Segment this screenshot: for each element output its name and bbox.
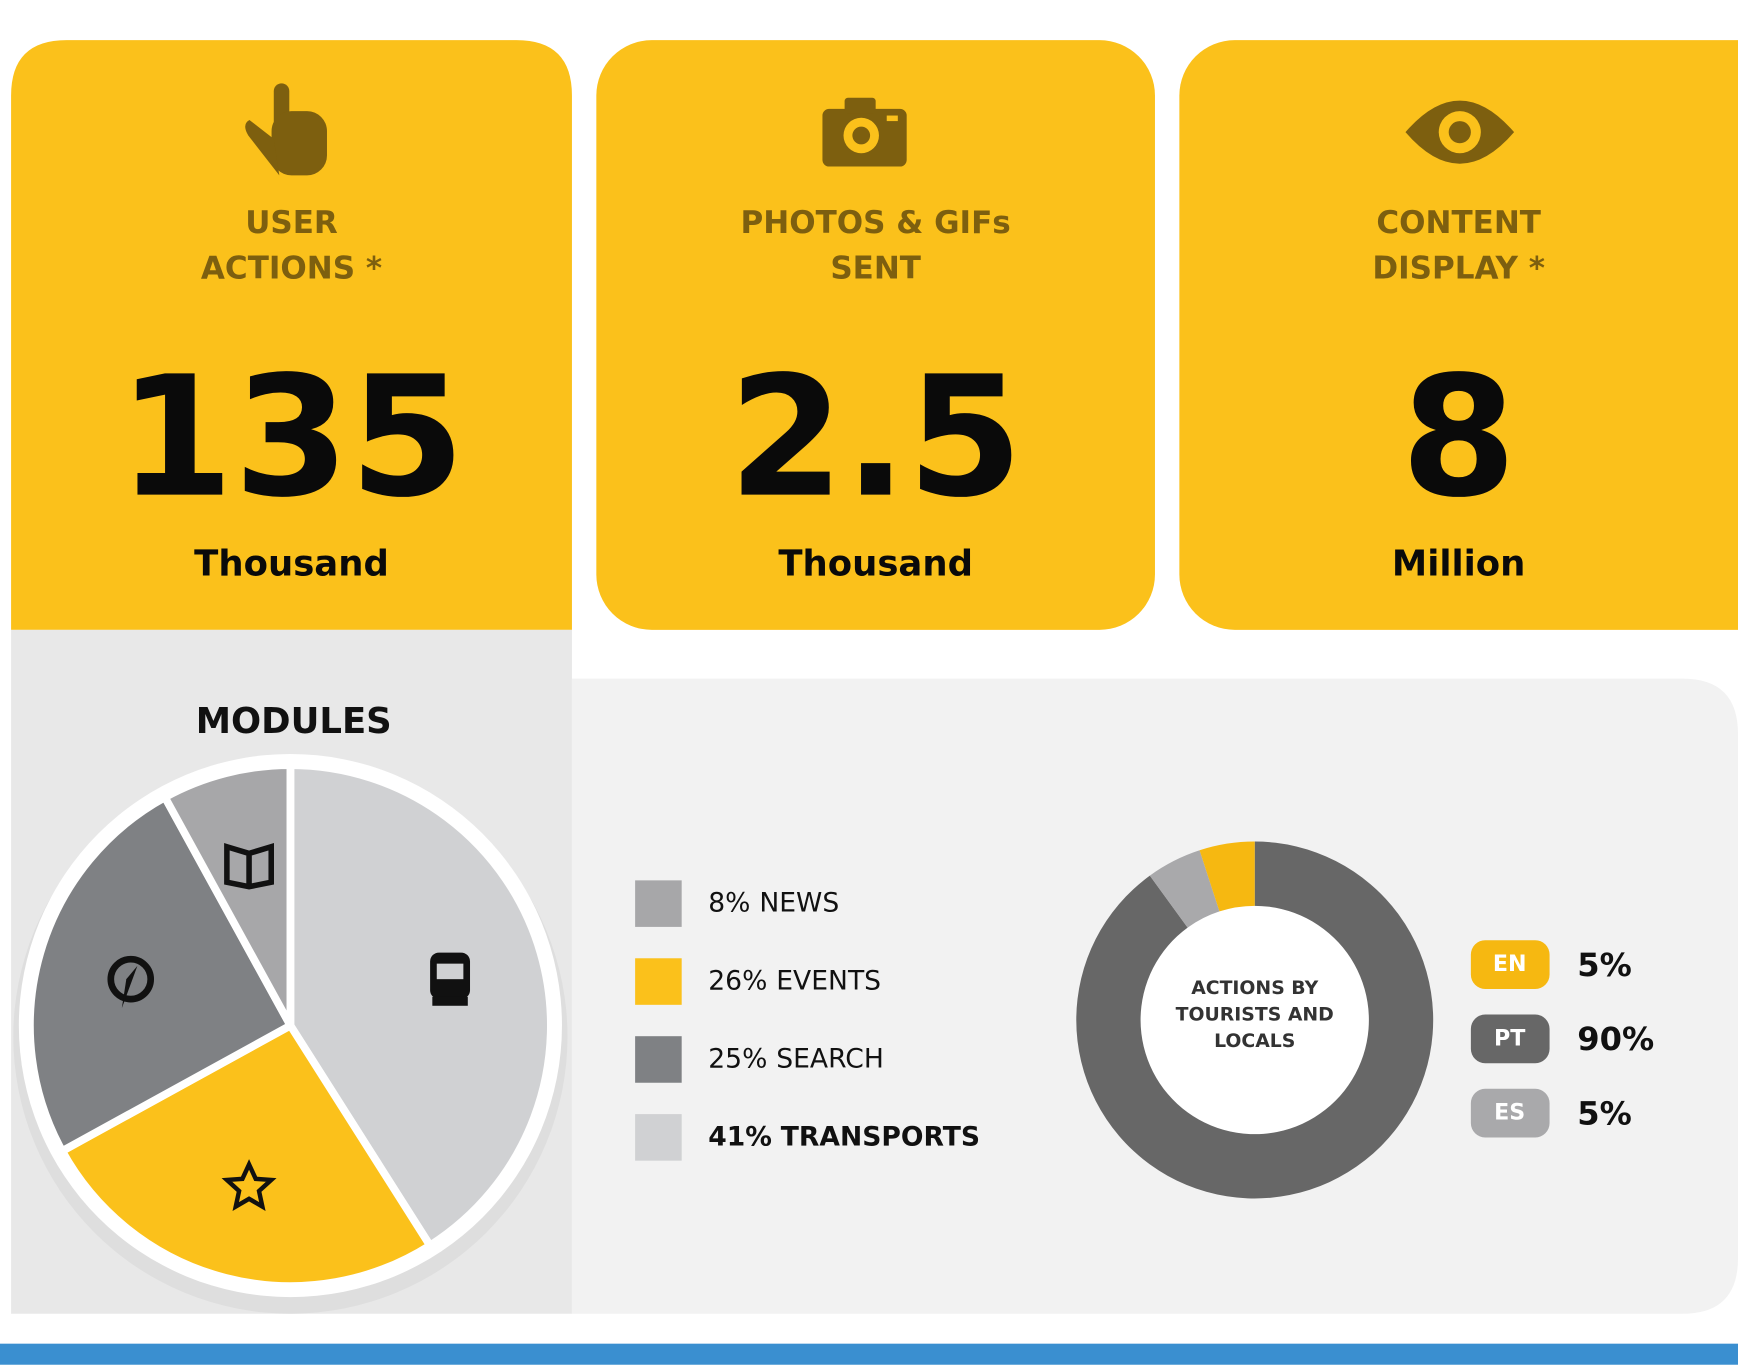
donut-center-line: TOURISTS AND — [1176, 1004, 1334, 1025]
donut-slice — [1076, 841, 1434, 1199]
legend-value: 90% — [1577, 1020, 1654, 1058]
pie-slice — [161, 761, 295, 1030]
card-value: 135 — [118, 342, 465, 535]
card — [596, 40, 1155, 630]
legend-value: 26% — [708, 965, 767, 996]
legend-value: 41% — [708, 1121, 772, 1152]
compass-icon — [107, 955, 155, 1003]
legend-label: 41% TRANSPORTS — [708, 1121, 980, 1152]
legend-code: ES — [1494, 1100, 1525, 1126]
pie-slice — [58, 1021, 434, 1290]
card-label: DISPLAY * — [1372, 251, 1545, 287]
donut-slice — [1199, 841, 1255, 912]
legend-name: NEWS — [759, 887, 839, 918]
camera-icon — [822, 97, 907, 167]
card-value: 8 — [1401, 342, 1517, 535]
legend-label: 8% NEWS — [708, 887, 839, 918]
card-label: SENT — [830, 251, 921, 287]
chart-title: MODULES — [196, 701, 392, 742]
legend-swatch — [635, 958, 682, 1005]
legend-name: EVENTS — [776, 965, 881, 996]
legend-swatch — [635, 1036, 682, 1083]
card-value: 2.5 — [728, 342, 1023, 535]
card-unit: Thousand — [194, 544, 389, 585]
card-label: ACTIONS * — [201, 251, 382, 287]
slice-icon — [107, 955, 155, 1008]
legend-code: EN — [1493, 951, 1527, 977]
legend-swatch — [635, 880, 682, 927]
legend-value: 25% — [708, 1043, 767, 1074]
eye-icon — [1405, 100, 1515, 164]
bus-wheel — [432, 996, 468, 1006]
slice-icon — [430, 952, 471, 1006]
card-unit: Thousand — [778, 544, 973, 585]
pie-slice — [26, 793, 295, 1155]
bottom-strip — [0, 1343, 1738, 1365]
legend-label: 26% EVENTS — [708, 965, 881, 996]
legend-badge — [1470, 1088, 1550, 1138]
donut-hole — [1140, 905, 1369, 1135]
book-icon — [224, 843, 274, 890]
bus-window — [436, 963, 464, 980]
donut-center-line: LOCALS — [1214, 1031, 1295, 1052]
legend-badge — [1470, 940, 1550, 989]
legend-name: TRANSPORTS — [781, 1121, 980, 1152]
card-unit: Million — [1392, 544, 1526, 585]
donut-center-line: ACTIONS BY — [1191, 977, 1318, 998]
legend-label: 25% SEARCH — [708, 1043, 884, 1074]
legend-badge — [1470, 1014, 1550, 1064]
legend-value: 5% — [1577, 946, 1632, 984]
card-label: PHOTOS & GIFs — [741, 205, 1011, 241]
compass-needle — [121, 965, 138, 1008]
legend-value: 5% — [1577, 1094, 1632, 1132]
legend-code: PT — [1494, 1025, 1525, 1051]
card — [11, 40, 572, 630]
donut-center-label: ACTIONS BY TOURISTS AND LOCALS — [1176, 977, 1334, 1051]
slice-icon — [224, 843, 274, 890]
card-label: USER — [245, 205, 338, 241]
slice-icon — [221, 1159, 277, 1211]
card-label: CONTENT — [1376, 205, 1541, 241]
card — [1179, 40, 1738, 630]
donut-slice — [1149, 850, 1220, 928]
legend-swatch — [635, 1114, 682, 1161]
star-icon — [221, 1159, 277, 1211]
hand-icon — [245, 83, 327, 176]
legend-name: SEARCH — [776, 1043, 884, 1074]
legend-value: 8% — [708, 887, 750, 918]
